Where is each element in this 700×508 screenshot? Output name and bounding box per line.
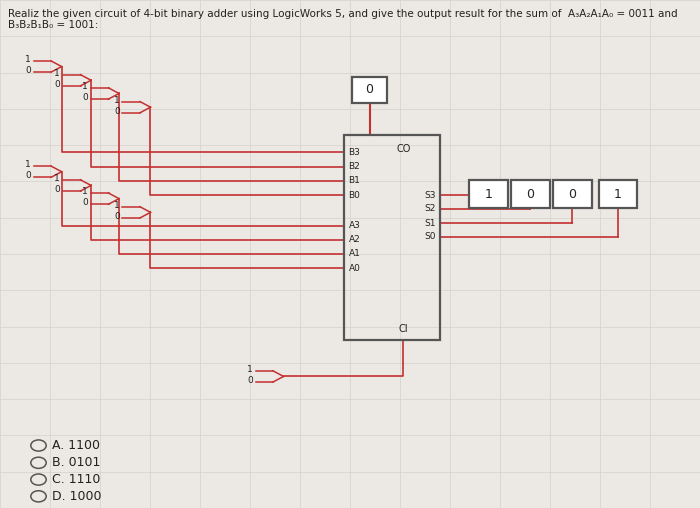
Text: S2: S2 (425, 204, 436, 213)
Text: B. 0101: B. 0101 (52, 456, 100, 469)
Text: 1: 1 (83, 187, 88, 196)
Text: 1: 1 (25, 55, 31, 64)
Text: 0: 0 (83, 198, 88, 207)
Bar (344, 135, 440, 340)
Text: S0: S0 (425, 232, 436, 241)
Text: 1: 1 (55, 69, 60, 78)
Text: 1: 1 (614, 188, 622, 201)
Text: S1: S1 (425, 218, 436, 228)
Text: 1: 1 (114, 201, 120, 210)
Bar (352, 77, 387, 103)
Text: 0: 0 (83, 93, 88, 102)
Text: A1: A1 (349, 249, 361, 259)
Text: B₃B₂B₁B₀ = 1001:: B₃B₂B₁B₀ = 1001: (8, 20, 99, 30)
Bar (553, 180, 592, 208)
Text: 0: 0 (114, 212, 120, 221)
Text: B1: B1 (349, 176, 361, 185)
Text: 0: 0 (247, 376, 253, 385)
Text: A. 1100: A. 1100 (52, 439, 100, 452)
Bar (598, 180, 637, 208)
Text: A3: A3 (349, 221, 361, 230)
Text: A0: A0 (349, 264, 361, 273)
Bar (511, 180, 550, 208)
Text: B2: B2 (349, 162, 361, 171)
Text: A2: A2 (349, 235, 361, 244)
Text: 0: 0 (365, 83, 374, 97)
Text: 1: 1 (247, 365, 253, 374)
Text: 0: 0 (568, 188, 576, 201)
Text: 0: 0 (526, 188, 534, 201)
Text: CO: CO (396, 144, 411, 154)
Text: 0: 0 (25, 66, 31, 75)
Text: 0: 0 (55, 80, 60, 89)
Text: 0: 0 (55, 185, 60, 194)
Text: CI: CI (398, 324, 408, 334)
Text: D. 1000: D. 1000 (52, 490, 102, 503)
Text: 0: 0 (25, 171, 31, 180)
Text: 1: 1 (83, 82, 88, 91)
Text: 0: 0 (114, 107, 120, 116)
Text: B3: B3 (349, 148, 361, 157)
Text: S3: S3 (425, 190, 436, 200)
Text: 1: 1 (55, 174, 60, 183)
Bar (469, 180, 507, 208)
Text: C. 1110: C. 1110 (52, 473, 100, 486)
Text: B0: B0 (349, 190, 361, 200)
Text: 1: 1 (484, 188, 492, 201)
Text: 1: 1 (25, 160, 31, 169)
Text: Realiz the given circuit of 4-bit binary adder using LogicWorks 5, and give the : Realiz the given circuit of 4-bit binary… (8, 9, 678, 19)
Text: 1: 1 (114, 96, 120, 105)
